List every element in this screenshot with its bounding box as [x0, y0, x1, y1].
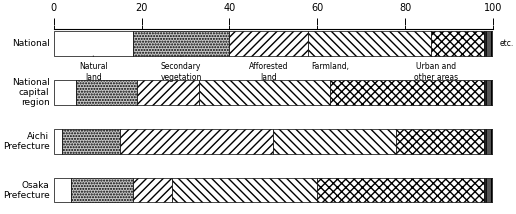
Text: Farmland,: Farmland,: [312, 56, 349, 71]
Bar: [54, 129, 62, 153]
Bar: [396, 129, 484, 153]
Bar: [133, 31, 230, 56]
Text: Natural
land: Natural land: [79, 56, 108, 82]
Bar: [71, 178, 133, 202]
Text: Secondary
vegetation: Secondary vegetation: [160, 56, 202, 82]
Bar: [330, 80, 484, 105]
Bar: [199, 80, 330, 105]
Bar: [62, 129, 120, 153]
Bar: [54, 31, 133, 56]
Bar: [484, 80, 493, 105]
Bar: [431, 31, 484, 56]
Text: Urban and
other areas: Urban and other areas: [414, 56, 458, 82]
Bar: [484, 178, 493, 202]
Bar: [317, 178, 484, 202]
Bar: [230, 31, 309, 56]
Bar: [54, 80, 76, 105]
Bar: [309, 31, 431, 56]
Text: etc.: etc.: [499, 39, 514, 48]
Bar: [54, 178, 71, 202]
Bar: [76, 80, 137, 105]
Text: Afforested
land: Afforested land: [249, 56, 288, 82]
Bar: [120, 129, 273, 153]
Bar: [484, 31, 493, 56]
Bar: [133, 178, 172, 202]
Bar: [137, 80, 199, 105]
Bar: [172, 178, 317, 202]
Bar: [484, 129, 493, 153]
Bar: [273, 129, 396, 153]
